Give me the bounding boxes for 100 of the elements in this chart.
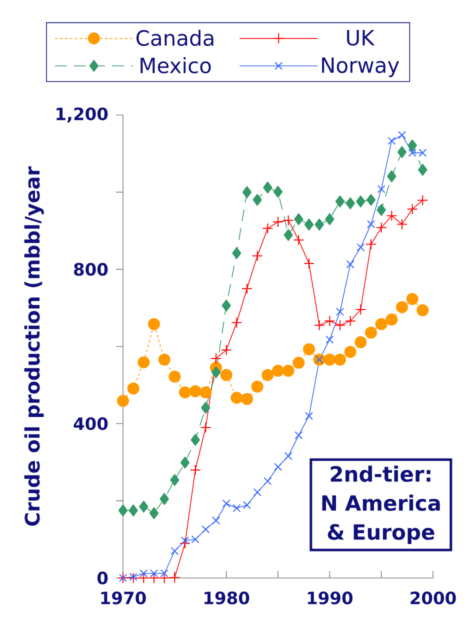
point	[158, 354, 170, 366]
point	[282, 364, 294, 377]
point	[140, 569, 148, 578]
point	[189, 385, 202, 398]
point	[252, 250, 263, 262]
point	[139, 500, 148, 513]
point	[346, 197, 355, 210]
point	[180, 456, 190, 469]
point	[169, 572, 180, 584]
point	[326, 336, 334, 344]
point	[344, 316, 356, 327]
point	[180, 536, 190, 545]
legend-label: Canada	[136, 30, 214, 46]
point	[324, 316, 336, 327]
point	[230, 392, 243, 404]
point	[253, 488, 262, 496]
point	[148, 318, 160, 330]
legend-label: UK	[347, 30, 375, 46]
point	[240, 392, 253, 405]
point	[294, 213, 304, 226]
point	[127, 382, 140, 395]
point	[406, 204, 418, 215]
point	[117, 394, 129, 407]
point	[396, 301, 408, 314]
point	[355, 304, 366, 315]
point	[398, 131, 406, 140]
point	[417, 194, 428, 206]
point	[304, 412, 314, 420]
point	[251, 380, 264, 393]
point	[314, 218, 324, 231]
point	[376, 222, 387, 234]
point	[418, 164, 428, 176]
point	[118, 504, 128, 516]
point	[387, 170, 396, 182]
point	[284, 228, 293, 241]
point	[242, 186, 252, 198]
point	[365, 238, 376, 250]
point	[241, 283, 252, 294]
point	[138, 572, 150, 584]
point	[314, 320, 325, 331]
point	[272, 364, 284, 377]
point	[324, 354, 336, 366]
point	[128, 572, 139, 584]
point	[211, 366, 221, 378]
point	[356, 243, 365, 252]
point	[220, 369, 232, 382]
point	[377, 185, 386, 194]
point	[294, 431, 303, 440]
point	[304, 218, 314, 231]
point	[231, 317, 242, 328]
point	[150, 569, 158, 578]
point	[242, 501, 252, 510]
point	[273, 186, 283, 198]
point	[334, 354, 346, 366]
point	[406, 293, 418, 306]
point	[386, 313, 398, 326]
point	[128, 504, 138, 516]
point	[160, 569, 168, 578]
point	[190, 434, 200, 446]
point	[408, 148, 416, 157]
point	[201, 402, 210, 414]
point	[210, 352, 222, 364]
point	[388, 136, 396, 145]
point	[386, 210, 398, 222]
point	[302, 343, 315, 356]
point	[149, 507, 159, 520]
point	[272, 216, 284, 228]
point	[200, 422, 212, 434]
point	[263, 182, 272, 194]
legend-label: Mexico	[140, 57, 211, 74]
point	[252, 194, 262, 206]
point	[375, 318, 388, 330]
point	[191, 535, 200, 544]
point	[202, 525, 210, 534]
point	[282, 214, 294, 226]
point	[160, 492, 169, 505]
point	[222, 300, 231, 312]
point	[200, 386, 212, 398]
point	[366, 194, 376, 206]
x-tick-label: 1980	[204, 592, 250, 604]
point	[366, 220, 376, 228]
point	[170, 474, 180, 486]
point	[293, 234, 304, 246]
point	[232, 504, 241, 512]
x-tick-label: 1990	[308, 592, 353, 604]
point	[376, 204, 386, 216]
point	[408, 139, 417, 152]
point	[190, 464, 201, 476]
point	[292, 356, 305, 369]
point	[396, 218, 408, 230]
point	[344, 346, 356, 358]
point	[335, 195, 345, 208]
annotation: 2nd-tier: N America & Europe	[322, 466, 440, 544]
point	[138, 356, 150, 368]
point	[354, 336, 367, 348]
y-tick-label: 400	[74, 417, 108, 430]
point	[262, 222, 274, 234]
point	[284, 452, 292, 460]
point	[222, 499, 230, 508]
point	[212, 516, 220, 525]
